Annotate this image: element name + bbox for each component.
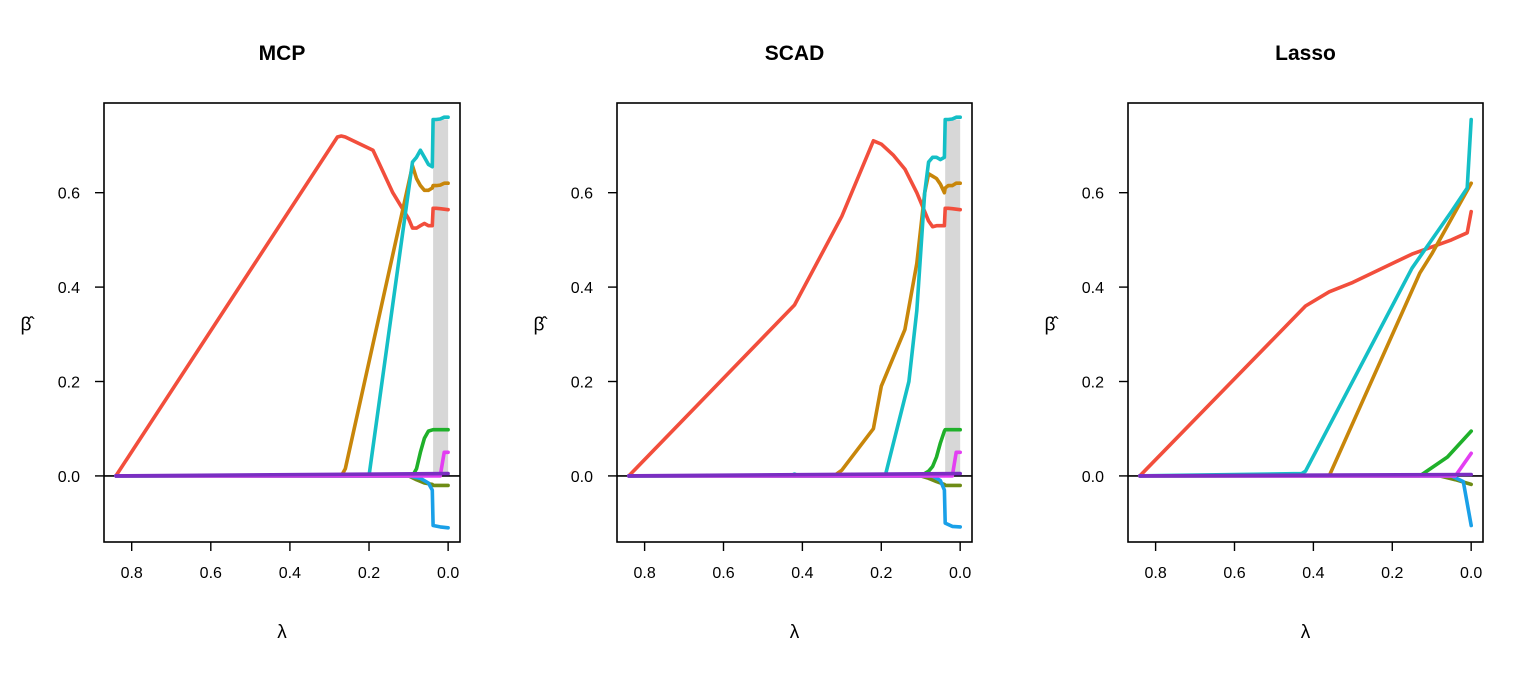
y-axis-label: β̂: [21, 315, 36, 336]
x-tick-label: 0.6: [1223, 565, 1245, 582]
series-line-orange: [626, 172, 963, 478]
x-axis-label: λ: [790, 622, 800, 643]
x-tick-label: 0.0: [949, 565, 971, 582]
x-tick-label: 0.0: [437, 565, 459, 582]
x-tick-label: 0.8: [121, 565, 143, 582]
series-line-purple: [1138, 472, 1473, 478]
shaded-band: [433, 119, 449, 476]
x-tick-label: 0.2: [358, 565, 380, 582]
x-axis-label: λ: [1301, 622, 1311, 643]
x-tick-label: 0.8: [1144, 565, 1166, 582]
y-tick-label: 0.6: [571, 186, 593, 203]
x-axis-label: λ: [277, 622, 287, 643]
x-tick-label: 0.4: [279, 565, 301, 582]
panel-title: SCAD: [765, 42, 825, 65]
series-line-red: [626, 139, 963, 478]
y-tick-label: 0.4: [571, 280, 593, 297]
plot-frame: [1127, 102, 1484, 543]
x-tick-label: 0.8: [633, 565, 655, 582]
plot-frame: [616, 102, 973, 543]
series-group: [626, 115, 963, 529]
series-line-blue: [114, 474, 450, 530]
panel-title: Lasso: [1275, 42, 1336, 65]
plot-frame: [103, 102, 461, 543]
y-axis-label: β̂: [1045, 315, 1060, 336]
chart-panel-mcp: MCP 0.8 0.6 0.4 0.2 0.0 0.0 0.2 0.4 0.6 λ β̂: [21, 42, 461, 643]
chart-panel-scad: SCAD 0.8 0.6 0.4 0.2 0.0 0.0 0.2 0.4 0.6 λ β̂: [534, 42, 973, 643]
series-line-orange: [114, 164, 450, 478]
series-line-purple: [114, 471, 450, 478]
y-axis-label: β̂: [534, 315, 549, 336]
x-tick-label: 0.2: [1381, 565, 1403, 582]
panel-title: MCP: [259, 42, 306, 65]
series-line-cyan: [114, 115, 450, 478]
x-tick-label: 0.0: [1460, 565, 1482, 582]
y-tick-label: 0.2: [1082, 375, 1104, 392]
y-tick-label: 0.0: [1082, 469, 1104, 486]
y-tick-label: 0.0: [571, 469, 593, 486]
chart-panel-lasso: Lasso 0.8 0.6 0.4 0.2 0.0 0.0 0.2 0.4 0.6 λ β̂: [1045, 42, 1484, 643]
x-tick-label: 0.6: [712, 565, 734, 582]
y-tick-label: 0.4: [58, 280, 80, 297]
series-line-orange: [1138, 181, 1473, 478]
x-tick-label: 0.4: [791, 565, 813, 582]
shaded-band: [945, 119, 961, 476]
series-line-green: [114, 427, 450, 478]
series-line-red: [1138, 209, 1473, 478]
series-group: [114, 115, 450, 530]
x-tick-label: 0.4: [1302, 565, 1324, 582]
series-line-blue: [626, 474, 963, 529]
series-line-purple: [626, 471, 963, 478]
x-tick-label: 0.6: [200, 565, 222, 582]
x-tick-label: 0.2: [870, 565, 892, 582]
y-tick-label: 0.6: [1082, 186, 1104, 203]
series-line-green: [626, 427, 963, 478]
y-tick-label: 0.0: [58, 469, 80, 486]
y-tick-label: 0.2: [571, 375, 593, 392]
series-line-blue: [1138, 474, 1473, 528]
series-line-red: [114, 134, 450, 478]
y-tick-label: 0.2: [58, 375, 80, 392]
y-tick-label: 0.6: [58, 186, 80, 203]
y-tick-label: 0.4: [1082, 280, 1104, 297]
series-group: [1138, 117, 1473, 528]
